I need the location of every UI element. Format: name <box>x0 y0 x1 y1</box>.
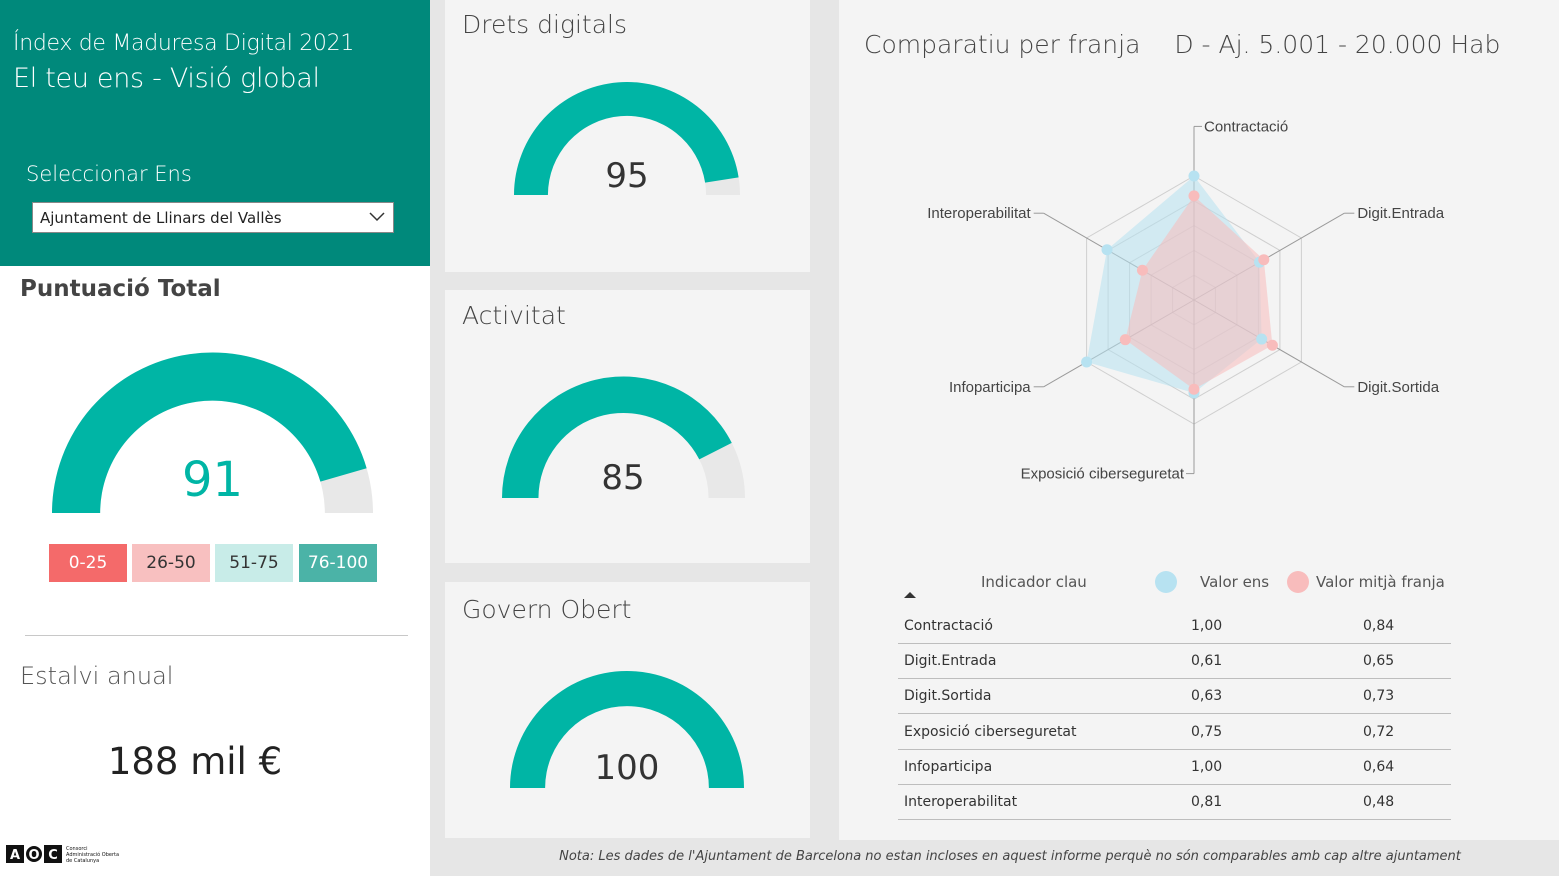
radar-axis-label: Interoperabilitat <box>927 205 1031 222</box>
cell-indicator: Contractació <box>904 618 993 634</box>
gauge-govern-obert <box>510 670 744 788</box>
svg-text:Administració Oberta: Administració Oberta <box>66 851 119 858</box>
legend-range-26-50: 26-50 <box>132 544 210 582</box>
comparison-band: D - Aj. 5.001 - 20.000 Hab <box>1174 30 1501 59</box>
cell-valor-franja: 0,65 <box>1363 653 1395 670</box>
gauge-fill <box>510 670 744 788</box>
legend-dot-ens <box>1155 571 1177 593</box>
cell-indicator: Interoperabilitat <box>904 794 1018 810</box>
score-activitat: 85 <box>601 458 645 498</box>
table-row[interactable]: Infoparticipa 1,00 0,64 <box>898 750 1451 785</box>
radar-axis-label: Contractació <box>1204 118 1288 135</box>
score-govern-obert: 100 <box>594 748 660 788</box>
table-row[interactable]: Exposició ciberseguretat 0,75 0,72 <box>898 715 1451 750</box>
chevron-down-icon <box>369 212 385 222</box>
table-row[interactable]: Contractació 1,00 0,84 <box>898 609 1451 644</box>
radar-point-franja <box>1119 334 1131 346</box>
divider <box>25 635 408 636</box>
table-row[interactable]: Digit.Sortida 0,63 0,73 <box>898 679 1451 715</box>
gauge-fill <box>52 352 367 513</box>
footer-note: Nota: Les dades de l'Ajuntament de Barce… <box>559 849 1461 864</box>
report-title: Índex de Maduresa Digital 2021 <box>13 31 355 56</box>
legend-range-51-75: 51-75 <box>215 544 293 582</box>
legend-range-76-100: 76-100 <box>299 544 377 582</box>
comparison-title: Comparatiu per franja D - Aj. 5.001 - 20… <box>864 30 1500 59</box>
card-title-govern: Govern Obert <box>462 595 632 624</box>
svg-text:de Catalunya: de Catalunya <box>66 858 99 864</box>
table-col-franja[interactable]: Valor mitjà franja <box>1316 573 1445 591</box>
table-col-ens[interactable]: Valor ens <box>1200 573 1270 591</box>
cell-valor-ens: 0,75 <box>1191 723 1223 740</box>
table-row[interactable]: Digit.Entrada 0,61 0,65 <box>898 644 1451 680</box>
gauge-fill <box>514 82 739 195</box>
entity-dropdown[interactable]: Ajuntament de Llinars del Vallès <box>32 202 394 233</box>
cell-valor-ens: 0,81 <box>1191 794 1223 810</box>
report-subtitle: El teu ens - Visió global <box>13 63 320 94</box>
card-drets-digitals <box>445 0 810 272</box>
card-title-drets: Drets digitals <box>462 10 627 39</box>
table-col-indicator[interactable]: Indicador clau <box>981 573 1087 591</box>
radar-axis-label: Exposició ciberseguretat <box>1021 466 1185 483</box>
total-score-value: 91 <box>181 452 244 508</box>
svg-text:O: O <box>28 848 39 863</box>
cell-valor-franja: 0,84 <box>1363 618 1395 634</box>
cell-valor-franja: 0,64 <box>1363 758 1395 775</box>
cell-indicator: Exposició ciberseguretat <box>904 723 1077 740</box>
radar-point-franja <box>1188 190 1200 202</box>
cell-valor-franja: 0,48 <box>1363 794 1395 810</box>
radar-area-franja <box>1125 195 1273 390</box>
selector-label: Seleccionar Ens <box>26 162 192 186</box>
radar-point-franja <box>1258 254 1270 266</box>
comparison-title-text: Comparatiu per franja <box>864 30 1141 59</box>
cell-valor-ens: 0,61 <box>1191 653 1223 670</box>
footer: Nota: Les dades de l'Ajuntament de Barce… <box>430 840 1559 876</box>
svg-text:A: A <box>10 848 20 863</box>
cell-indicator: Digit.Entrada <box>904 653 997 670</box>
legend-range-0-25: 0-25 <box>49 544 127 582</box>
score-drets-digitals: 95 <box>605 156 649 196</box>
card-title-activitat: Activitat <box>462 301 566 330</box>
savings-value: 188 mil € <box>107 740 283 783</box>
cell-valor-ens: 1,00 <box>1191 758 1223 775</box>
cell-valor-ens: 1,00 <box>1191 618 1223 634</box>
radar-axis-label: Digit.Entrada <box>1357 205 1444 222</box>
savings-label: Estalvi anual <box>20 662 174 690</box>
svg-text:Consorci: Consorci <box>66 846 87 852</box>
radar-point-franja <box>1266 339 1278 351</box>
dropdown-value: Ajuntament de Llinars del Vallès <box>40 209 282 227</box>
cell-valor-ens: 0,63 <box>1191 688 1223 705</box>
gauge-fill <box>502 376 732 498</box>
radar-point-franja <box>1188 383 1200 395</box>
cell-valor-franja: 0,73 <box>1363 688 1395 705</box>
cell-indicator: Infoparticipa <box>904 758 993 775</box>
radar-point-franja <box>1136 264 1148 276</box>
comparison-panel <box>839 0 1559 840</box>
total-score-title: Puntuació Total <box>20 276 221 302</box>
svg-text:C: C <box>48 848 58 863</box>
sort-arrow-icon[interactable] <box>903 590 917 600</box>
radar-point-ens <box>1101 244 1113 256</box>
radar-axis-label: Infoparticipa <box>949 379 1031 396</box>
gauge-drets-digitals <box>514 82 740 195</box>
card-govern-obert <box>445 582 810 838</box>
radar-point-ens <box>1081 356 1093 368</box>
radar-axis-label: Digit.Sortida <box>1357 379 1439 396</box>
radar-point-ens <box>1256 333 1268 345</box>
cell-valor-franja: 0,72 <box>1363 723 1395 740</box>
aoc-logo: A O C Consorci Administració Oberta de C… <box>6 845 119 864</box>
radar-chart: Contractació Digit.Entrada Digit.Sortida Ex… <box>927 118 1444 483</box>
radar-point-ens <box>1188 170 1200 182</box>
gauge-activitat <box>502 376 745 498</box>
total-score-gauge <box>52 352 373 513</box>
table-row[interactable]: Interoperabilitat 0,81 0,48 <box>898 785 1451 820</box>
cell-indicator: Digit.Sortida <box>904 688 992 705</box>
card-activitat <box>445 290 810 563</box>
legend-dot-franja <box>1287 571 1309 593</box>
